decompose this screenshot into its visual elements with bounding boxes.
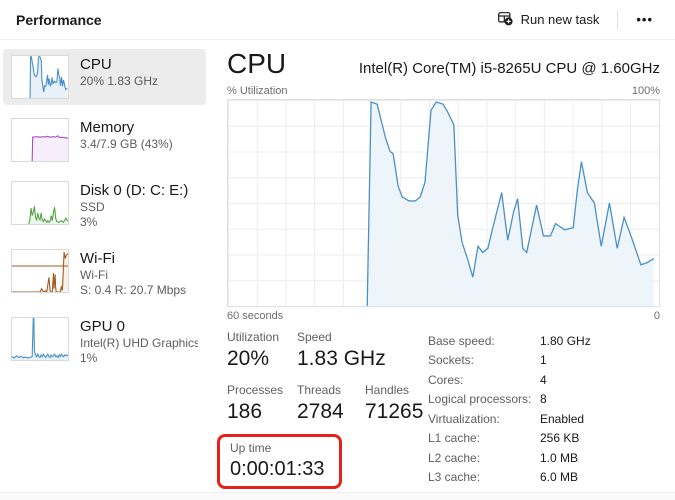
detail-value: 1	[540, 353, 547, 368]
chart-ymax-label: 100%	[631, 85, 660, 97]
chart-xmin-label: 0	[653, 310, 660, 322]
threads-value: 2784	[297, 400, 344, 423]
detail-value: Enabled	[540, 411, 585, 426]
detail-label: Cores:	[428, 372, 464, 387]
cpu-panel-title: CPU	[227, 48, 287, 79]
sidebar-item-title: Wi-Fi	[80, 250, 115, 267]
sidebar-item-wifi[interactable]: Wi-Fi Wi-Fi S: 0.4 R: 20.7 Mbps	[3, 243, 206, 304]
detail-label: Base speed:	[428, 333, 495, 348]
gpu-mini-chart	[11, 317, 69, 361]
uptime-label: Up time	[230, 441, 272, 455]
cpu-mini-chart	[11, 55, 69, 99]
performance-sidebar: CPU 20% 1.83 GHz Memory 3.4/7.9 GB (43%)…	[0, 40, 212, 492]
detail-row-base-speed: Base speed: 1.80 GHz	[428, 331, 591, 351]
detail-row-cores: Cores: 4	[428, 370, 591, 390]
detail-value: 256 KB	[540, 431, 580, 446]
utilization-label: Utilization	[227, 330, 280, 344]
header-divider	[617, 10, 619, 29]
processor-name: Intel(R) Core(TM) i5-8265U CPU @ 1.60GHz	[358, 60, 660, 77]
sidebar-item-subtitle: S: 0.4 R: 20.7 Mbps	[80, 283, 187, 297]
more-options-icon[interactable]: •••	[636, 12, 653, 27]
run-new-task-icon	[497, 10, 513, 29]
detail-value: 8	[540, 392, 547, 407]
chart-xlabel: 60 seconds	[227, 310, 284, 322]
detail-value: 1.0 MB	[540, 450, 579, 465]
run-new-task-label: Run new task	[520, 12, 600, 27]
detail-label: L2 cache:	[428, 450, 481, 465]
speed-label: Speed	[297, 330, 332, 344]
detail-label: L3 cache:	[428, 470, 481, 485]
handles-label: Handles	[365, 383, 410, 397]
sidebar-item-title: Disk 0 (D: C: E:)	[80, 182, 189, 199]
detail-value: 1.80 GHz	[540, 333, 591, 348]
page-title: Performance	[16, 11, 102, 28]
wifi-mini-chart	[11, 249, 69, 293]
detail-row-logical-processors: Logical processors: 8	[428, 390, 591, 410]
run-new-task-button[interactable]: Run new task	[487, 5, 610, 34]
sidebar-item-title: Memory	[80, 119, 135, 136]
chart-ylabel: % Utilization	[227, 85, 288, 97]
detail-row-sockets: Sockets: 1	[428, 351, 591, 371]
sidebar-item-disk0[interactable]: Disk 0 (D: C: E:) SSD 3%	[3, 175, 206, 236]
detail-value: 6.0 MB	[540, 470, 579, 485]
sidebar-item-subtitle: 1%	[80, 351, 98, 365]
detail-row-l1-cache: L1 cache: 256 KB	[428, 429, 591, 449]
detail-value: 4	[540, 372, 547, 387]
speed-value: 1.83 GHz	[297, 347, 386, 370]
sidebar-item-subtitle: Wi-Fi	[80, 268, 108, 282]
window-bottom-edge	[0, 492, 675, 500]
cpu-hardware-details: Base speed: 1.80 GHz Sockets: 1 Cores: 4…	[428, 330, 591, 489]
sidebar-item-subtitle: 20% 1.83 GHz	[80, 74, 159, 88]
sidebar-item-title: GPU 0	[80, 318, 126, 335]
detail-label: Sockets:	[428, 353, 475, 368]
uptime-highlight-box: Up time 0:00:01:33	[217, 434, 342, 489]
detail-label: Virtualization:	[428, 411, 500, 426]
processes-value: 186	[227, 400, 263, 423]
threads-label: Threads	[297, 383, 342, 397]
cpu-stats: Utilization 20% Speed 1.83 GHz Processes…	[217, 330, 428, 489]
detail-label: L1 cache:	[428, 431, 481, 446]
detail-row-l2-cache: L2 cache: 1.0 MB	[428, 448, 591, 468]
sidebar-item-subtitle: SSD	[80, 200, 105, 214]
sidebar-item-subtitle: 3.4/7.9 GB (43%)	[80, 137, 173, 151]
detail-row-virtualization: Virtualization: Enabled	[428, 409, 591, 429]
cpu-detail-panel: CPU Intel(R) Core(TM) i5-8265U CPU @ 1.6…	[212, 40, 675, 492]
sidebar-item-cpu[interactable]: CPU 20% 1.83 GHz	[3, 49, 206, 105]
detail-label: Logical processors:	[428, 392, 532, 407]
detail-row-l3-cache: L3 cache: 6.0 MB	[428, 468, 591, 488]
cpu-utilization-chart[interactable]	[227, 99, 660, 307]
sidebar-item-subtitle: 3%	[80, 215, 98, 229]
memory-mini-chart	[11, 118, 69, 162]
header-bar: Performance Run new task •••	[0, 0, 675, 40]
sidebar-item-memory[interactable]: Memory 3.4/7.9 GB (43%)	[3, 112, 206, 168]
processes-label: Processes	[227, 383, 284, 397]
handles-value: 71265	[365, 400, 424, 423]
disk-mini-chart	[11, 181, 69, 225]
sidebar-item-title: CPU	[80, 56, 112, 73]
sidebar-item-subtitle: Intel(R) UHD Graphics ...	[80, 336, 198, 350]
sidebar-item-gpu0[interactable]: GPU 0 Intel(R) UHD Graphics ... 1%	[3, 311, 206, 372]
utilization-value: 20%	[227, 347, 270, 370]
uptime-value: 0:00:01:33	[230, 458, 325, 480]
